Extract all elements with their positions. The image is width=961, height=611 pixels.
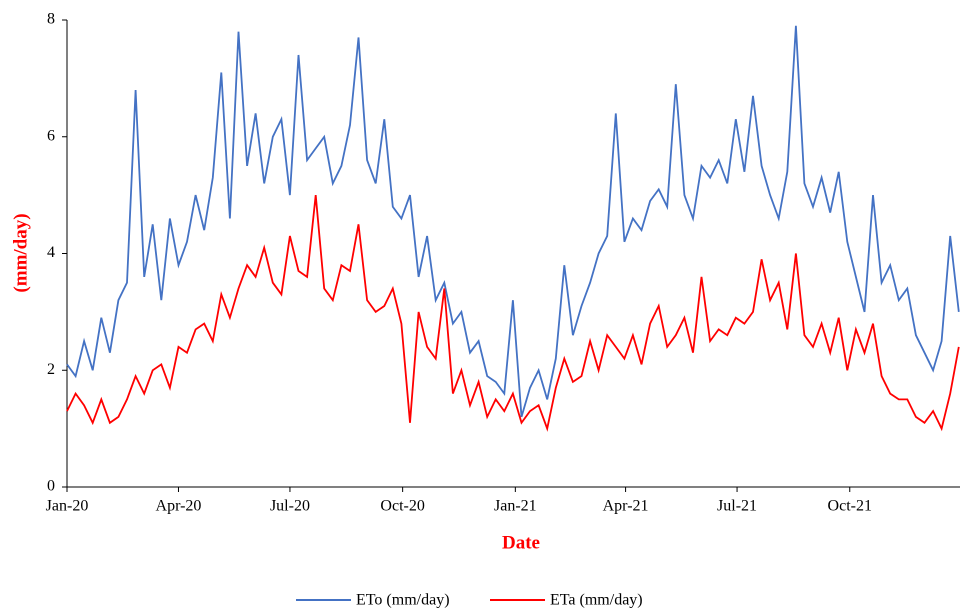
- legend-label: ETa (mm/day): [550, 592, 643, 609]
- x-tick-label: Jan-21: [494, 498, 537, 515]
- x-tick-label: Jul-21: [717, 498, 757, 515]
- y-tick-label: 0: [47, 478, 55, 495]
- y-axis-title: (mm/day): [10, 213, 31, 292]
- x-tick-label: Jul-20: [270, 498, 310, 515]
- y-tick-label: 2: [47, 361, 55, 378]
- x-tick-label: Oct-20: [380, 498, 424, 515]
- y-tick-label: 4: [47, 244, 55, 261]
- data-line: [66, 195, 960, 432]
- x-tick-label: Oct-21: [828, 498, 872, 515]
- x-tick-label: Apr-20: [156, 498, 202, 515]
- legend-label: ETo (mm/day): [356, 592, 450, 609]
- y-tick-label: 6: [47, 127, 55, 144]
- x-tick-label: Jan-20: [46, 498, 89, 515]
- data-line: [66, 25, 960, 418]
- y-tick-label: 8: [47, 11, 55, 28]
- x-axis-title: Date: [502, 532, 540, 553]
- x-tick-label: Apr-21: [603, 498, 649, 515]
